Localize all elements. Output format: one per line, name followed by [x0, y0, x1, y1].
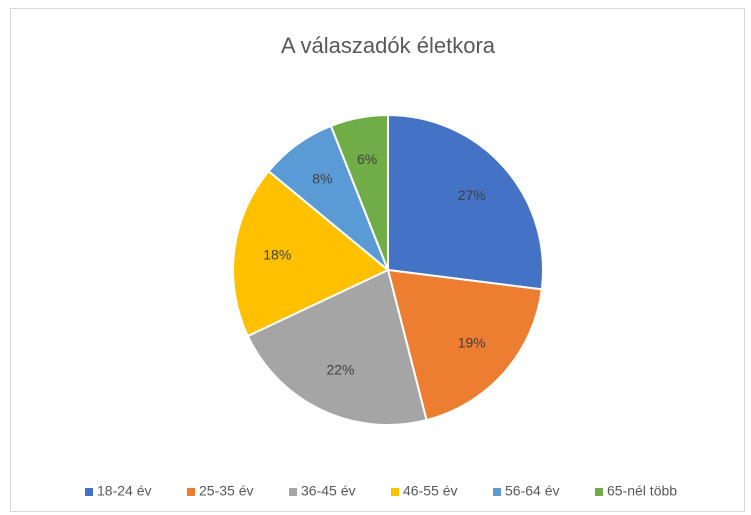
legend-label: 18-24 év	[97, 483, 151, 499]
legend-swatch	[595, 488, 603, 496]
legend-label: 46-55 év	[403, 483, 457, 499]
chart-title: A válaszadók életkora	[281, 33, 496, 58]
data-label: 22%	[326, 362, 354, 378]
legend-label: 56-64 év	[505, 483, 559, 499]
pie-slice	[387, 113, 544, 291]
data-label: 18%	[263, 247, 291, 263]
legend-label: 36-45 év	[301, 483, 355, 499]
legend-swatch	[187, 488, 195, 496]
data-label: 8%	[312, 170, 332, 186]
pie-slice	[232, 169, 390, 338]
legend-label: 25-35 év	[199, 483, 253, 499]
data-label: 6%	[357, 151, 377, 167]
legend-swatch	[289, 488, 297, 496]
legend-label: 65-nél több	[607, 483, 677, 499]
pie-slice	[246, 268, 428, 426]
pie-slice	[386, 268, 543, 422]
pie-slice	[329, 113, 389, 271]
data-label: 27%	[458, 187, 486, 203]
data-label: 19%	[458, 335, 486, 351]
legend-swatch	[85, 488, 93, 496]
legend-swatch	[391, 488, 399, 496]
legend-swatch	[493, 488, 501, 496]
